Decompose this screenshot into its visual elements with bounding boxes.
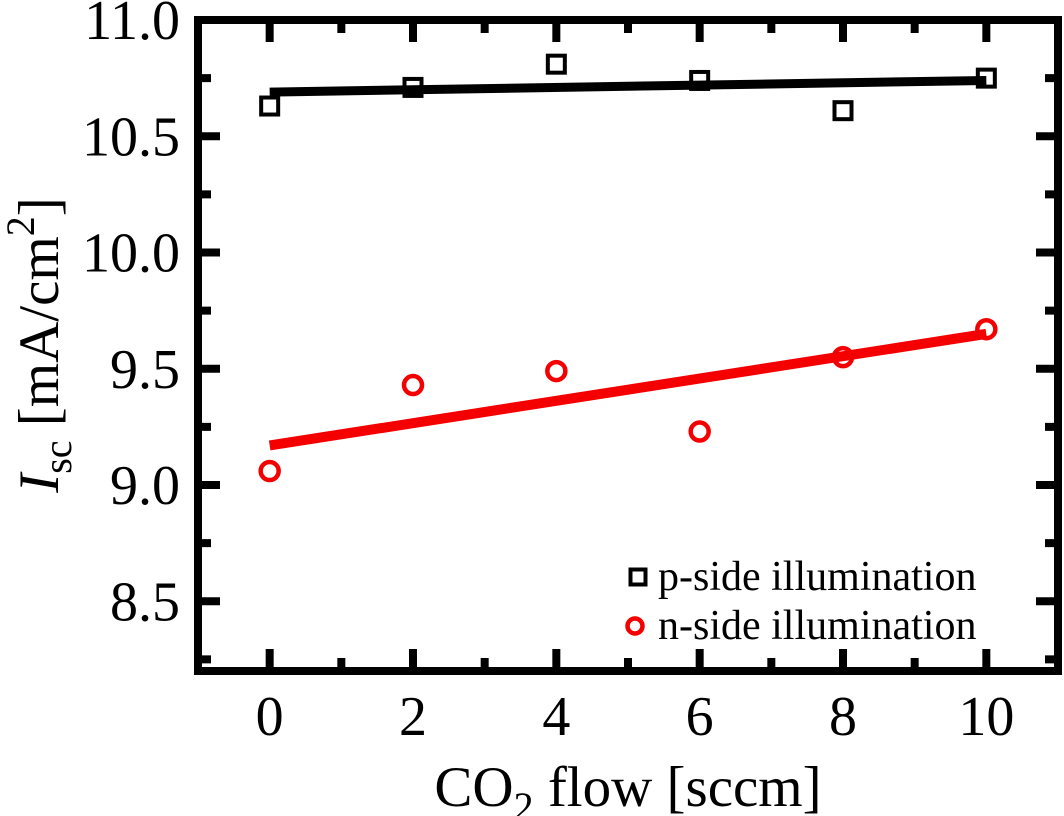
y-tick-label: 10.0 [82, 223, 180, 285]
series-layer [258, 53, 998, 483]
n-side-marker [401, 373, 425, 397]
y-tick-label: 10.5 [82, 106, 180, 168]
x-axis-title: CO2 flow [sccm] [434, 756, 821, 816]
y-tick-label: 9.0 [110, 455, 180, 517]
p-side-marker [975, 67, 997, 89]
legend: p-side illumination n-side illumination [625, 554, 976, 649]
y-tick-label: 11.0 [84, 0, 180, 52]
legend-label-n-side: n-side illumination [658, 603, 976, 649]
p-side-fit-line [269, 75, 987, 97]
p-side-marker [545, 53, 567, 75]
x-tick-label: 4 [542, 686, 570, 748]
x-tick-label: 6 [686, 686, 714, 748]
p-side-marker [402, 76, 424, 98]
p-side-marker [832, 100, 854, 122]
n-side-marker [258, 459, 281, 483]
x-tick-label: 2 [399, 686, 427, 748]
legend-square-icon [628, 567, 648, 587]
p-side-marker [259, 95, 281, 117]
y-axis-title: Isc [mA/cm2] [0, 197, 80, 494]
n-side-marker [545, 359, 568, 383]
x-tick-label: 10 [958, 686, 1014, 748]
legend-circle-icon [625, 616, 645, 636]
x-tick-label: 0 [256, 686, 284, 748]
n-side-marker [688, 420, 711, 443]
plot-frame [194, 16, 1062, 675]
n-side-marker [975, 317, 998, 341]
legend-label-p-side: p-side illumination [658, 554, 976, 600]
n-side-marker [831, 345, 855, 369]
p-side-marker [689, 69, 711, 91]
x-tick-label: 8 [829, 686, 857, 748]
tick-labels: 11.0 10.5 10.0 9.5 9.0 8.5 0 2 4 6 8 10 [82, 0, 1014, 748]
n-side-fit-line [268, 328, 988, 451]
y-tick-label: 8.5 [110, 571, 180, 633]
y-tick-label: 9.5 [110, 339, 180, 401]
